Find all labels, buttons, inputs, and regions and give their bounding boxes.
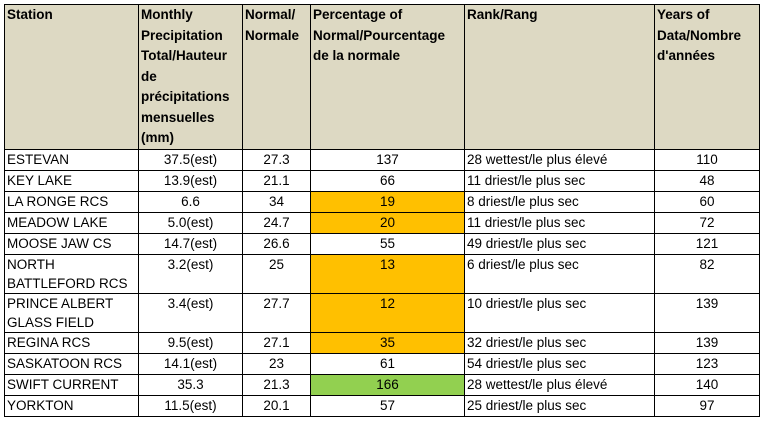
percent-cell: 20 (310, 211, 465, 234)
total-cell: 3.2(est) (138, 253, 243, 294)
header-percentage: Percentage of Normal/Pourcentage de la n… (310, 4, 465, 150)
station-cell: NORTH BATTLEFORD RCS (4, 253, 139, 294)
total-cell: 14.7(est) (138, 232, 243, 255)
table-row: SWIFT CURRENT 35.3 21.3 166 28 wettest/le pl… (4, 373, 760, 396)
rank-cell: 10 driest/le plus sec (464, 292, 655, 333)
header-row: Station Monthly Precipitation Total/Haut… (4, 4, 760, 150)
percent-cell: 166 (310, 373, 465, 396)
years-cell: 48 (654, 169, 760, 192)
header-monthly-total: Monthly Precipitation Total/Hauteur de p… (138, 4, 243, 150)
header-normal: Normal/ Normale (242, 4, 311, 150)
station-cell: MEADOW LAKE (4, 211, 139, 234)
station-cell: ESTEVAN (4, 148, 139, 171)
table-row: MEADOW LAKE 5.0(est) 24.7 20 11 driest/le pl… (4, 211, 760, 234)
precipitation-table: Station Monthly Precipitation Total/Haut… (4, 4, 760, 417)
header-station: Station (4, 4, 139, 150)
percent-cell: 19 (310, 190, 465, 213)
percent-cell: 57 (310, 394, 465, 417)
station-cell: PRINCE ALBERT GLASS FIELD (4, 292, 139, 333)
total-cell: 14.1(est) (138, 352, 243, 375)
years-cell: 97 (654, 394, 760, 417)
years-cell: 82 (654, 253, 760, 294)
percent-cell: 35 (310, 331, 465, 354)
station-cell: SWIFT CURRENT (4, 373, 139, 396)
station-cell: KEY LAKE (4, 169, 139, 192)
percent-cell: 55 (310, 232, 465, 255)
years-cell: 139 (654, 331, 760, 354)
percent-cell: 13 (310, 253, 465, 294)
total-cell: 5.0(est) (138, 211, 243, 234)
normal-cell: 27.1 (242, 331, 311, 354)
rank-cell: 11 driest/le plus sec (464, 169, 655, 192)
rank-cell: 11 driest/le plus sec (464, 211, 655, 234)
total-cell: 11.5(est) (138, 394, 243, 417)
years-cell: 72 (654, 211, 760, 234)
normal-cell: 23 (242, 352, 311, 375)
years-cell: 110 (654, 148, 760, 171)
percent-cell: 12 (310, 292, 465, 333)
total-cell: 35.3 (138, 373, 243, 396)
years-cell: 60 (654, 190, 760, 213)
rank-cell: 49 driest/le plus sec (464, 232, 655, 255)
station-cell: REGINA RCS (4, 331, 139, 354)
rank-cell: 54 driest/le plus sec (464, 352, 655, 375)
table-body: ESTEVAN 37.5(est) 27.3 137 28 wettest/le plu… (4, 148, 760, 417)
percent-cell: 137 (310, 148, 465, 171)
normal-cell: 27.3 (242, 148, 311, 171)
table-row: MOOSE JAW CS 14.7(est) 26.6 55 49 driest/le … (4, 232, 760, 255)
years-cell: 140 (654, 373, 760, 396)
rank-cell: 32 driest/le plus sec (464, 331, 655, 354)
years-cell: 123 (654, 352, 760, 375)
table-row: NORTH BATTLEFORD RCS 3.2(est) 25 13 6 driest… (4, 253, 760, 294)
normal-cell: 27.7 (242, 292, 311, 333)
normal-cell: 21.3 (242, 373, 311, 396)
percent-cell: 66 (310, 169, 465, 192)
years-cell: 121 (654, 232, 760, 255)
station-cell: MOOSE JAW CS (4, 232, 139, 255)
table-row: REGINA RCS 9.5(est) 27.1 35 32 driest/le plu… (4, 331, 760, 354)
total-cell: 37.5(est) (138, 148, 243, 171)
total-cell: 13.9(est) (138, 169, 243, 192)
normal-cell: 26.6 (242, 232, 311, 255)
rank-cell: 28 wettest/le plus élevé (464, 373, 655, 396)
table-row: LA RONGE RCS 6.6 34 19 8 driest/le plus sec 6… (4, 190, 760, 213)
header-years: Years of Data/Nombre d'années (654, 4, 760, 150)
station-cell: SASKATOON RCS (4, 352, 139, 375)
station-cell: LA RONGE RCS (4, 190, 139, 213)
table-row: YORKTON 11.5(est) 20.1 57 25 driest/le plus … (4, 394, 760, 417)
years-cell: 139 (654, 292, 760, 333)
table-row: ESTEVAN 37.5(est) 27.3 137 28 wettest/le plu… (4, 148, 760, 171)
header-rank: Rank/Rang (464, 4, 655, 150)
normal-cell: 34 (242, 190, 311, 213)
rank-cell: 8 driest/le plus sec (464, 190, 655, 213)
normal-cell: 24.7 (242, 211, 311, 234)
table-row: PRINCE ALBERT GLASS FIELD 3.4(est) 27.7 12 1… (4, 292, 760, 333)
table-row: SASKATOON RCS 14.1(est) 23 61 54 driest/le p… (4, 352, 760, 375)
rank-cell: 6 driest/le plus sec (464, 253, 655, 294)
table-row: KEY LAKE 13.9(est) 21.1 66 11 driest/le plus… (4, 169, 760, 192)
normal-cell: 25 (242, 253, 311, 294)
station-cell: YORKTON (4, 394, 139, 417)
total-cell: 6.6 (138, 190, 243, 213)
normal-cell: 20.1 (242, 394, 311, 417)
rank-cell: 28 wettest/le plus élevé (464, 148, 655, 171)
rank-cell: 25 driest/le plus sec (464, 394, 655, 417)
normal-cell: 21.1 (242, 169, 311, 192)
total-cell: 9.5(est) (138, 331, 243, 354)
total-cell: 3.4(est) (138, 292, 243, 333)
percent-cell: 61 (310, 352, 465, 375)
